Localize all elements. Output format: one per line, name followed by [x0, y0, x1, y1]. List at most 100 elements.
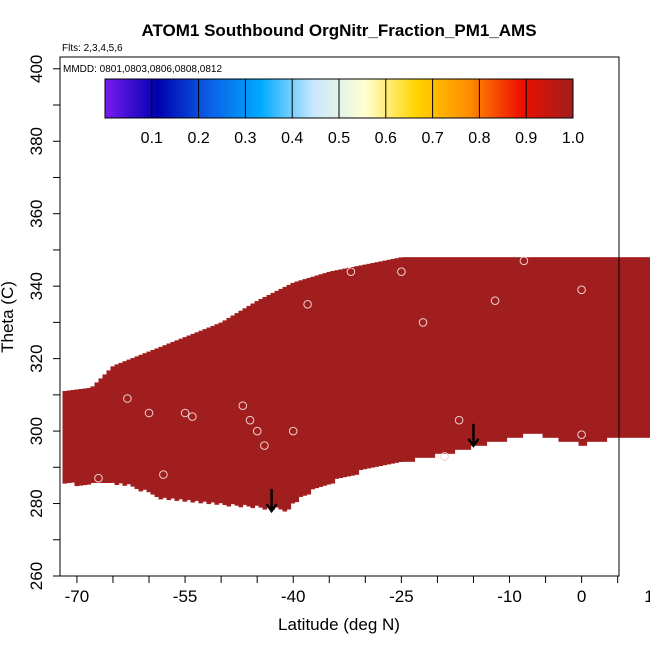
- heat-cell: [206, 435, 212, 441]
- heat-cell: [170, 445, 176, 451]
- heat-cell: [234, 477, 240, 482]
- heat-cell: [262, 489, 268, 494]
- heat-cell: [230, 467, 236, 473]
- heat-cell: [390, 343, 396, 348]
- heat-cell: [314, 327, 320, 333]
- heat-cell: [170, 417, 176, 423]
- heat-cell: [454, 269, 460, 274]
- heat-cell: [206, 411, 212, 417]
- heat-cell: [406, 433, 412, 438]
- heat-cell: [154, 352, 160, 357]
- heat-cell: [362, 396, 368, 402]
- heat-cell: [162, 377, 168, 382]
- heat-cell: [302, 435, 308, 440]
- heat-cell: [210, 453, 216, 459]
- heat-cell: [394, 386, 400, 391]
- heat-cell: [498, 309, 504, 314]
- heat-cell: [278, 484, 284, 490]
- heat-cell: [254, 485, 260, 490]
- heat-cell: [426, 365, 432, 370]
- heat-cell: [434, 405, 440, 410]
- heat-cell: [318, 422, 324, 427]
- heat-cell: [282, 322, 288, 328]
- heat-cell: [414, 261, 420, 266]
- heat-cell: [474, 337, 480, 342]
- heat-cell: [354, 446, 360, 451]
- heat-cell: [122, 425, 128, 430]
- heat-cell: [138, 474, 144, 480]
- heat-cell: [82, 412, 88, 418]
- heat-cell: [378, 381, 384, 386]
- heat-cell: [250, 491, 256, 497]
- heat-cell: [406, 289, 412, 294]
- heat-cell: [158, 366, 164, 372]
- heat-cell: [326, 351, 332, 357]
- heat-cell: [386, 311, 392, 317]
- heat-cell: [302, 335, 308, 340]
- heat-cell: [166, 383, 172, 389]
- heat-cell: [186, 339, 192, 345]
- heat-cell: [182, 421, 188, 426]
- heat-cell: [154, 404, 160, 409]
- heat-cell: [410, 401, 416, 406]
- heat-cell: [290, 458, 296, 464]
- heat-cell: [238, 314, 244, 320]
- heat-cell: [346, 467, 352, 473]
- heat-cell: [174, 412, 180, 417]
- heat-cell: [414, 421, 420, 426]
- heat-cell: [210, 481, 216, 487]
- heat-cell: [410, 333, 416, 338]
- heat-cell: [266, 295, 272, 300]
- heat-cell: [306, 445, 312, 451]
- heat-cell: [182, 389, 188, 394]
- heat-cell: [322, 301, 328, 306]
- heat-cell: [178, 370, 184, 376]
- heat-cell: [178, 462, 184, 468]
- heat-cell: [410, 425, 416, 430]
- heat-cell: [426, 317, 432, 322]
- heat-cell: [250, 379, 256, 385]
- heat-cell: [322, 337, 328, 342]
- heat-cell: [402, 281, 408, 286]
- heat-cell: [414, 345, 420, 350]
- heat-cell: [146, 391, 152, 397]
- heat-cell: [414, 381, 420, 386]
- heat-cell: [502, 369, 508, 374]
- heat-cell: [494, 301, 500, 306]
- heat-cell: [306, 417, 312, 423]
- heat-cell: [82, 480, 88, 486]
- heat-cell: [266, 463, 272, 468]
- heat-cell: [402, 365, 408, 370]
- heat-cell: [414, 437, 420, 442]
- heat-cell: [310, 368, 316, 374]
- heat-cell: [154, 468, 160, 473]
- heat-cell: [466, 429, 472, 434]
- heat-cell: [110, 442, 116, 447]
- heat-cell: [438, 433, 444, 438]
- heat-cell: [266, 487, 272, 492]
- heat-cell: [134, 364, 140, 369]
- heat-cell: [378, 361, 384, 366]
- heat-cell: [202, 445, 208, 450]
- heat-cell: [226, 401, 232, 407]
- heat-cell: [298, 316, 304, 321]
- heat-cell: [430, 417, 436, 422]
- heat-cell: [318, 426, 324, 431]
- heat-cell: [490, 353, 496, 358]
- heat-cell: [130, 462, 136, 467]
- heat-cell: [386, 263, 392, 269]
- heat-cell: [186, 495, 192, 501]
- heat-cell: [254, 465, 260, 470]
- heat-cell: [402, 453, 408, 458]
- heat-cell: [310, 444, 316, 450]
- heat-cell: [494, 321, 500, 326]
- heat-cell: [410, 393, 416, 398]
- heat-cell: [102, 418, 108, 423]
- heat-cell: [370, 355, 376, 360]
- heat-cell: [354, 378, 360, 383]
- heat-cell: [198, 378, 204, 384]
- heat-cell: [498, 273, 504, 278]
- heat-cell: [390, 283, 396, 288]
- dates-note: MMDD: 0801,0803,0806,0808,0812: [63, 64, 222, 75]
- heat-cell: [142, 425, 148, 430]
